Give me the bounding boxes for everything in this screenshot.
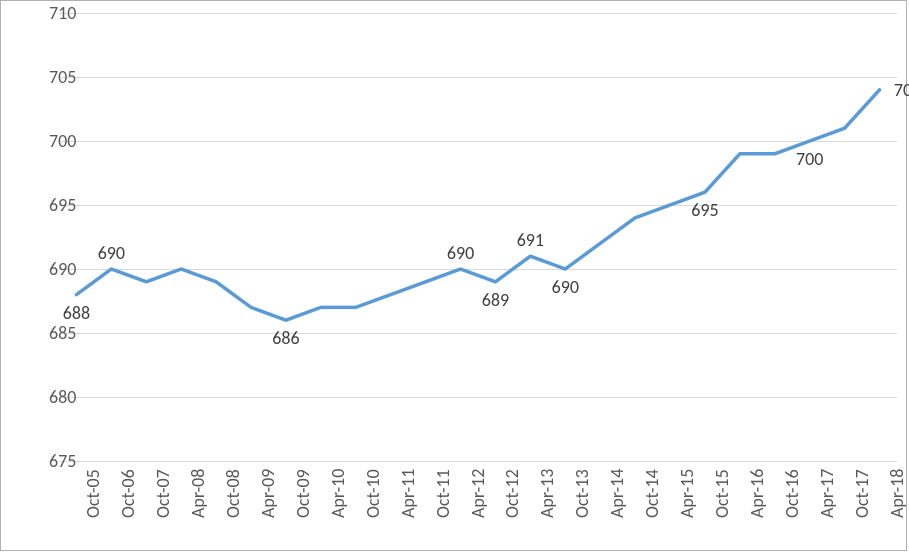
data-label: 690 [98, 242, 125, 264]
data-label: 691 [517, 229, 544, 251]
plot-area: 675680685690695700705710Oct-05Oct-06Oct-… [59, 13, 897, 461]
data-label: 704 [894, 79, 909, 101]
x-axis-tick-label: Apr-09 [257, 469, 279, 518]
x-axis-tick-label: Oct-16 [781, 469, 803, 518]
x-axis-tick-label: Apr-15 [676, 469, 698, 518]
line-series [59, 13, 897, 461]
x-axis-tick-label: Oct-05 [82, 469, 104, 518]
data-label: 690 [552, 276, 579, 298]
x-axis-tick-label: Apr-10 [327, 469, 349, 518]
x-axis-tick-label: Oct-14 [641, 469, 663, 518]
data-label: 700 [796, 148, 823, 170]
x-axis-tick-label: Oct-09 [292, 469, 314, 518]
x-axis-tick-label: Apr-16 [746, 469, 768, 518]
x-axis-tick-label: Oct-13 [571, 469, 593, 518]
x-axis-tick-label: Oct-06 [117, 469, 139, 518]
x-axis-tick-label: Oct-11 [432, 469, 454, 518]
gridline [59, 461, 897, 462]
x-axis-tick-label: Oct-17 [851, 469, 873, 518]
data-label: 690 [447, 242, 474, 264]
x-axis-tick-label: Oct-10 [362, 469, 384, 518]
data-label: 695 [691, 199, 718, 221]
data-label: 688 [63, 302, 90, 324]
x-axis-tick-label: Apr-11 [397, 469, 419, 518]
x-axis-tick-label: Oct-15 [711, 469, 733, 518]
x-axis-tick-label: Oct-12 [501, 469, 523, 518]
data-label: 689 [482, 289, 509, 311]
x-axis-tick-label: Apr-17 [816, 469, 838, 518]
x-axis-tick-label: Apr-14 [606, 469, 628, 518]
x-axis-tick-label: Oct-08 [222, 469, 244, 518]
x-axis-tick-label: Apr-08 [187, 469, 209, 518]
x-axis-tick-label: Apr-12 [467, 469, 489, 518]
x-axis-tick-label: Oct-07 [152, 469, 174, 518]
line-chart: 675680685690695700705710Oct-05Oct-06Oct-… [0, 0, 907, 551]
data-label: 686 [272, 327, 299, 349]
x-axis-tick-label: Apr-18 [886, 469, 908, 518]
x-axis-tick-label: Apr-13 [536, 469, 558, 518]
